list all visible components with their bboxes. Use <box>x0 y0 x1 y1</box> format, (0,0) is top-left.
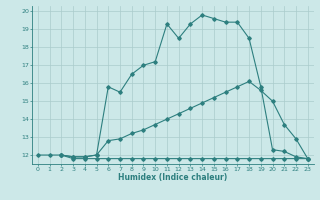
X-axis label: Humidex (Indice chaleur): Humidex (Indice chaleur) <box>118 173 228 182</box>
